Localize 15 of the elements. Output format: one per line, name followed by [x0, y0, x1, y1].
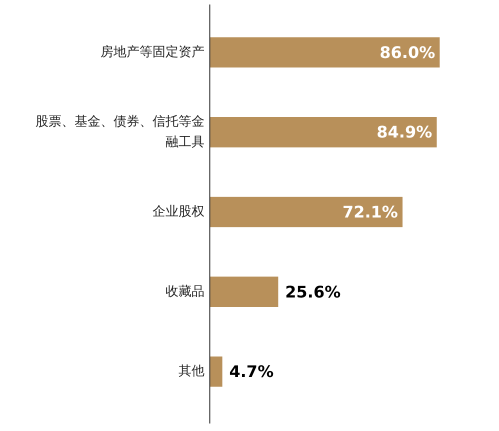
data-label: 72.1%	[342, 202, 398, 222]
data-label: 84.9%	[376, 122, 432, 142]
y-tick-label: 企业股权	[152, 204, 205, 220]
y-tick-label: 股票、基金、债券、信托等金融工具	[36, 114, 205, 150]
bar	[210, 37, 440, 68]
y-tick-label: 收藏品	[166, 284, 205, 300]
data-label: 86.0%	[380, 42, 436, 62]
data-label: 4.7%	[229, 362, 274, 382]
bar	[210, 196, 403, 228]
bar	[210, 356, 222, 387]
bar	[210, 117, 437, 148]
bar	[210, 276, 278, 307]
data-label: 25.6%	[285, 282, 341, 302]
y-tick-label: 其他	[178, 364, 205, 380]
y-tick-label: 房地产等固定资产	[100, 44, 205, 60]
